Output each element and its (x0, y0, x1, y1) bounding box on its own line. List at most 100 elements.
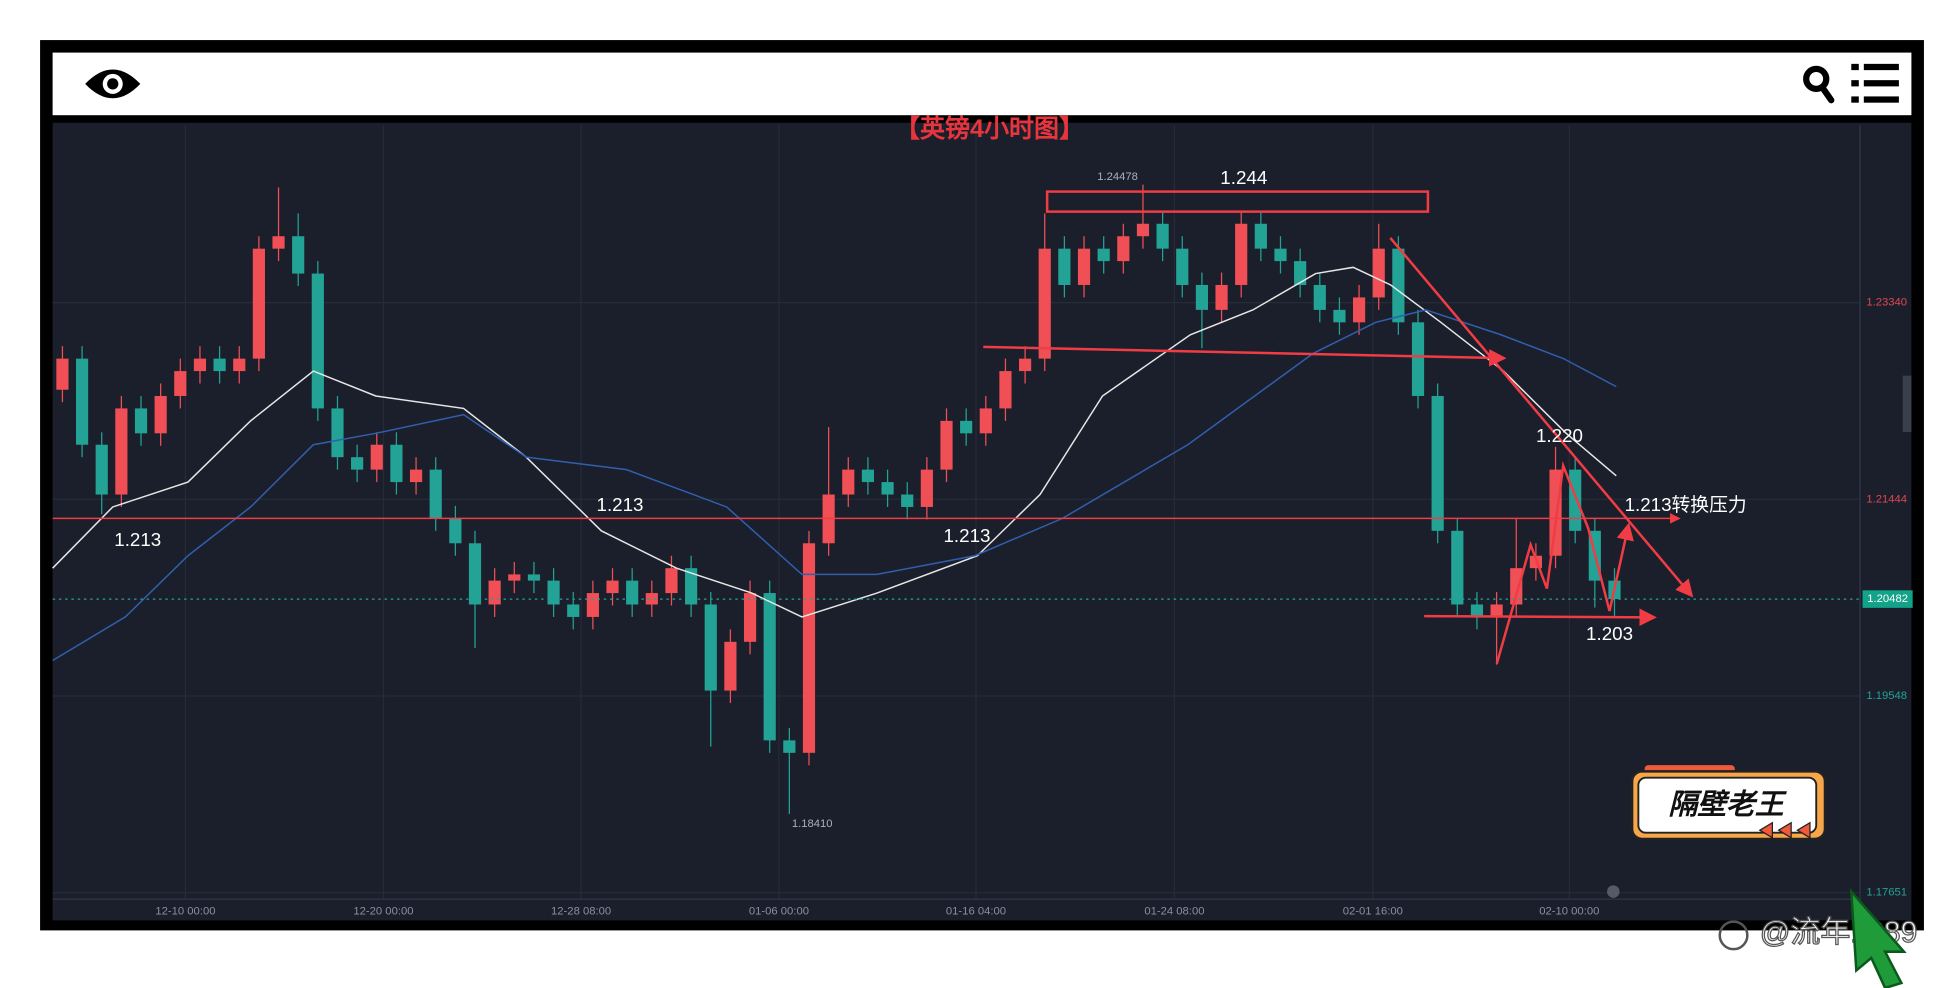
x-tick-label: 12-10 00:00 (155, 906, 215, 918)
candle-body (1470, 604, 1484, 617)
side-tab[interactable] (1902, 375, 1912, 433)
candle-body (508, 574, 521, 581)
candle-body (1333, 309, 1346, 323)
low-line (1424, 608, 1657, 627)
annotation: 1.203 (1586, 623, 1633, 644)
annotation-lines (52, 190, 1694, 665)
candle-body (1058, 248, 1071, 285)
candle-body (999, 371, 1012, 409)
candle-body (272, 236, 285, 249)
wave-path (1495, 460, 1611, 665)
candle-body (1156, 223, 1169, 249)
candle-body (370, 444, 383, 470)
candle-body (449, 518, 462, 544)
candle-body (979, 408, 992, 434)
x-tick-label: 01-06 00:00 (749, 906, 809, 918)
candle-body (567, 604, 580, 617)
candle-body (174, 371, 187, 396)
candle-body (252, 248, 265, 359)
candle-body (468, 543, 482, 605)
candle-body (233, 358, 246, 372)
credit-icon (1718, 920, 1749, 951)
candle-body (1372, 248, 1385, 298)
annotation: 1.244 (1220, 167, 1267, 188)
y-tick-label: 1.21444 (1866, 493, 1907, 505)
candle-body (1195, 284, 1209, 310)
search-icon[interactable] (1803, 65, 1835, 104)
candle-body (292, 236, 305, 274)
resistance-box (1045, 190, 1430, 213)
candle-body (1274, 248, 1287, 262)
candle-body (1451, 530, 1464, 605)
annotation: 1.213 (114, 529, 161, 550)
candle-body (331, 408, 344, 458)
y-tick-label: 1.19548 (1866, 690, 1907, 702)
annotation: 1.213 (943, 525, 990, 546)
x-tick-label: 02-01 16:00 (1343, 906, 1403, 918)
candle-body (1235, 223, 1248, 285)
candle-body (351, 457, 364, 470)
candle-body (586, 593, 599, 617)
candle-body (960, 420, 973, 434)
candle-body (193, 358, 207, 372)
candle-body (1019, 358, 1032, 372)
x-tick-label: 02-10 00:00 (1539, 906, 1599, 918)
candle-body (1392, 248, 1405, 323)
candle-body (1294, 261, 1307, 285)
candle-body (311, 273, 324, 409)
extreme-label: 1.18410 (792, 818, 833, 830)
candle-body (154, 395, 167, 434)
y-tick-label: 1.17651 (1866, 887, 1907, 899)
candle-body (940, 420, 953, 470)
moving-average (52, 266, 1617, 618)
candle-body (1077, 248, 1091, 285)
candle-body (95, 444, 108, 495)
candle-body (1313, 284, 1326, 310)
wave-arrow (1608, 522, 1634, 612)
price-tag (1862, 590, 1913, 608)
candle-body (724, 641, 737, 691)
candle-body (881, 482, 894, 495)
annotation: 1.213 (597, 494, 644, 515)
moving-average (52, 309, 1617, 662)
candle-body (861, 469, 875, 483)
candle-body (763, 593, 776, 741)
candle-body (390, 444, 403, 483)
candle-body (704, 604, 717, 691)
price-tag-label: 1.20482 (1867, 593, 1908, 605)
chart-area (52, 122, 1912, 921)
x-tick-label: 01-24 08:00 (1144, 906, 1204, 918)
candle-body (1510, 568, 1523, 605)
badge: 隔壁老王 (1630, 765, 1827, 841)
candle-body (115, 408, 128, 495)
candle-body (1136, 223, 1150, 237)
candle-body (134, 408, 148, 434)
y-tick-label: 1.23340 (1866, 297, 1907, 309)
annotation: 1.220 (1536, 425, 1583, 446)
chart-title: 【英镑4小时图】 (895, 114, 1084, 143)
candle-body (743, 593, 757, 642)
candle-body (1490, 604, 1503, 617)
chart-logo (1607, 885, 1620, 898)
candle-body (1431, 395, 1444, 531)
eye-icon[interactable] (85, 69, 141, 99)
down-trend-arrow (1389, 237, 1694, 598)
candle-body (1038, 248, 1051, 359)
candle-body (527, 574, 541, 581)
candle-body (1097, 248, 1110, 262)
candle-body (1117, 236, 1130, 262)
trend-arrow (983, 345, 1507, 367)
candle-body (645, 593, 658, 605)
candle-body (901, 494, 914, 507)
candle-body (685, 568, 698, 605)
candle-body (213, 358, 226, 372)
candle-body (802, 543, 816, 753)
candle-body (56, 358, 69, 390)
candle-body (1352, 297, 1366, 323)
menu-icon[interactable] (1851, 63, 1899, 103)
candle-body (606, 580, 619, 594)
candle-body (626, 580, 639, 605)
candle-body (1254, 223, 1267, 249)
candle-body (429, 469, 442, 519)
